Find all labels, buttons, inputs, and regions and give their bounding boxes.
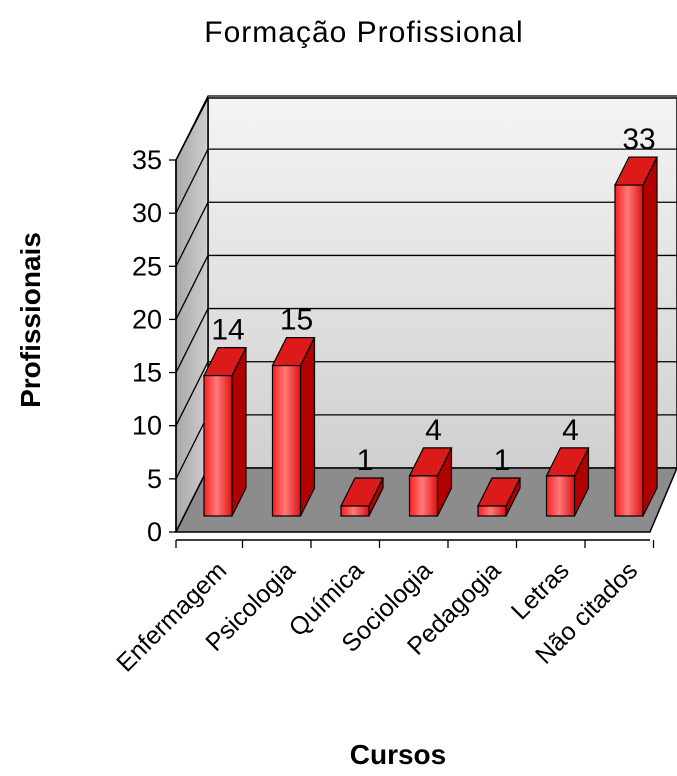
chart-title: Formação Profissional xyxy=(204,16,523,49)
y-tick-label: 25 xyxy=(132,251,162,281)
data-label: 33 xyxy=(622,123,655,156)
gridlines xyxy=(175,95,677,480)
y-axis-title: Profissionais xyxy=(15,232,46,408)
data-label: 14 xyxy=(211,314,244,347)
bar-1 xyxy=(203,347,247,517)
data-label: 1 xyxy=(494,444,511,477)
gridline xyxy=(175,254,677,320)
x-axis-title: Cursos xyxy=(350,739,446,770)
side-wall xyxy=(175,97,209,533)
y-tick-label: 5 xyxy=(147,464,162,494)
bar-front xyxy=(545,475,576,517)
bar-front xyxy=(477,505,507,517)
y-tick-label: 15 xyxy=(132,358,162,388)
y-tick-label: 30 xyxy=(132,198,162,228)
gridline xyxy=(175,201,677,267)
x-category-label: Enfermagem xyxy=(111,556,232,677)
bar-side xyxy=(231,347,247,517)
data-label: 4 xyxy=(562,414,579,447)
bar-side xyxy=(299,337,316,517)
bar-front xyxy=(340,505,370,517)
gridline xyxy=(175,95,677,161)
gridline xyxy=(175,148,677,214)
bar-2 xyxy=(271,336,316,517)
bar-5 xyxy=(477,477,521,517)
data-label: 4 xyxy=(425,414,442,447)
bars xyxy=(203,156,658,517)
y-tick-label: 10 xyxy=(132,411,162,441)
gridline xyxy=(175,307,677,373)
bar-4 xyxy=(408,447,453,517)
bar-front xyxy=(271,364,302,517)
bar-side xyxy=(642,156,658,517)
data-label: 15 xyxy=(280,304,313,337)
gridline xyxy=(175,361,677,427)
bar-front xyxy=(408,475,439,517)
x-axis-ticks: EnfermagemPsicologiaQuímicaSociologiaPed… xyxy=(111,540,655,677)
bar-front xyxy=(203,375,233,517)
bar-3 xyxy=(340,477,384,517)
bar-7 xyxy=(614,156,658,517)
data-label: 1 xyxy=(357,444,374,477)
y-tick-label: 35 xyxy=(132,145,162,175)
y-tick-label: 20 xyxy=(132,304,162,334)
y-axis-ticks: 0 5 10 15 20 25 30 35 xyxy=(132,145,650,547)
y-tick-label: 0 xyxy=(147,517,162,547)
bar-front xyxy=(614,184,644,517)
bar-6 xyxy=(545,447,590,517)
